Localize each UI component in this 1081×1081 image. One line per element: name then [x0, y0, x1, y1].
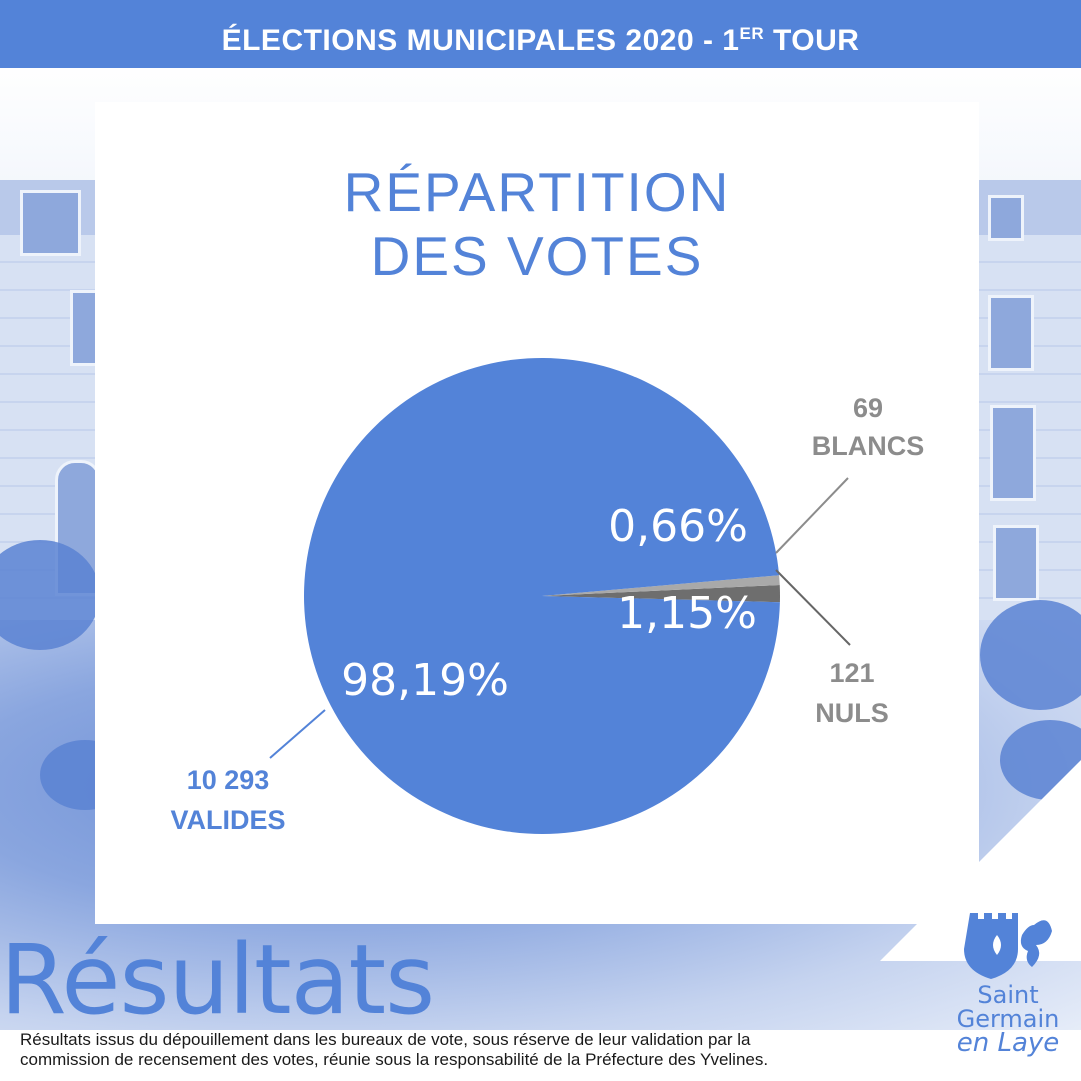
pct-label-nuls: 1,15%: [617, 588, 757, 639]
leader-line-blancs: [775, 477, 849, 554]
leader-line-valides: [269, 709, 326, 759]
pct-label-blancs: 0,66%: [608, 501, 748, 552]
resultats-heading: Résultats: [0, 924, 435, 1036]
logo-line-1: Saint: [977, 981, 1039, 1009]
leader-line-nuls: [775, 569, 851, 646]
chart-title-line-1: RÉPARTITION: [343, 161, 731, 223]
banner-text-end: TOUR: [764, 24, 860, 57]
name-label-valides: VALIDES: [170, 805, 285, 835]
logo-line-2: Germain: [956, 1005, 1060, 1033]
city-logo: Saint Germain en Laye: [948, 905, 1068, 1065]
election-banner: ÉLECTIONS MUNICIPALES 2020 - 1ER TOUR: [0, 0, 1081, 68]
pie-slice-valides: [304, 357, 780, 834]
name-label-nuls: NULS: [815, 698, 889, 728]
pct-label-valides: 98,19%: [341, 655, 509, 706]
count-label-valides: 10 293: [187, 765, 270, 795]
name-label-blancs: BLANCS: [812, 431, 925, 461]
city-coat-of-arms-icon: [964, 913, 1052, 979]
logo-line-3: en Laye: [956, 1028, 1060, 1058]
disclaimer-line-1: Résultats issus du dépouillement dans le…: [20, 1030, 751, 1049]
count-label-nuls: 121: [829, 658, 874, 688]
banner-text: ÉLECTIONS MUNICIPALES 2020 - 1: [221, 24, 740, 57]
logo-wordmark: Saint Germain en Laye: [948, 981, 1068, 1058]
banner-superscript: ER: [739, 24, 765, 43]
disclaimer-line-2: commission de recensement des votes, réu…: [20, 1050, 769, 1069]
count-label-blancs: 69: [853, 393, 883, 423]
disclaimer-note: Résultats issus du dépouillement dans le…: [20, 1030, 800, 1070]
chart-title-line-2: DES VOTES: [370, 225, 704, 287]
pie-slice-blancs: [542, 575, 780, 596]
chart-title: RÉPARTITION DES VOTES: [95, 160, 979, 288]
pie-slice-nuls: [542, 585, 780, 603]
